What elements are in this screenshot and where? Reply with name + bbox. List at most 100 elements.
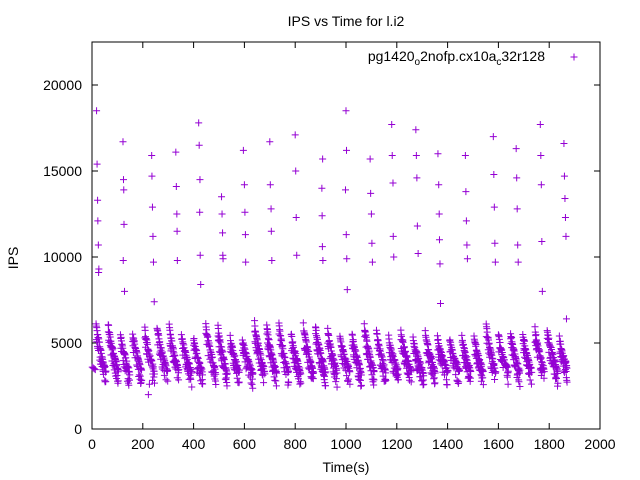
data-point (413, 174, 421, 182)
data-point (388, 152, 396, 160)
x-tick-label: 2000 (584, 436, 615, 452)
data-point (318, 212, 326, 220)
data-point (195, 141, 203, 149)
data-point (560, 368, 568, 376)
data-point (318, 243, 326, 251)
data-point (436, 299, 444, 307)
data-point (319, 155, 327, 163)
data-point (368, 239, 376, 247)
data-point (403, 369, 411, 377)
data-point (346, 380, 354, 388)
data-point (560, 139, 568, 147)
data-point (352, 347, 360, 355)
data-point (360, 320, 368, 328)
data-point (343, 286, 351, 294)
legend-entry-label: pg1420o2nofp.cx10ac32r128 (368, 48, 545, 68)
data-point (343, 255, 351, 263)
legend: pg1420o2nofp.cx10ac32r128 (368, 48, 578, 68)
data-point (553, 374, 561, 382)
data-point (321, 372, 329, 380)
data-point (249, 384, 257, 392)
data-point (527, 380, 535, 388)
data-point (333, 369, 341, 377)
x-tick-label: 1200 (381, 436, 412, 452)
x-tick-label: 600 (233, 436, 257, 452)
data-point (187, 375, 195, 383)
data-point (102, 367, 110, 375)
data-point (299, 319, 307, 327)
y-tick-label: 15000 (43, 163, 82, 179)
data-point (431, 379, 439, 387)
data-point (120, 220, 128, 228)
data-point (119, 256, 127, 264)
data-point (357, 371, 365, 379)
data-point (199, 371, 207, 379)
data-point (491, 258, 499, 266)
y-tick-label: 5000 (51, 335, 82, 351)
data-point (462, 188, 470, 196)
data-point (504, 367, 512, 375)
data-point (291, 131, 299, 139)
data-point (367, 210, 375, 218)
data-point (285, 368, 293, 376)
data-point (382, 376, 390, 384)
data-point (195, 119, 203, 127)
data-point (138, 366, 146, 374)
data-point (223, 382, 231, 390)
data-point (367, 189, 375, 197)
data-point (292, 167, 300, 175)
data-point (407, 378, 415, 386)
data-point (342, 107, 350, 115)
data-point (148, 172, 156, 180)
data-point (342, 231, 350, 239)
data-point (492, 368, 500, 376)
data-point (149, 232, 157, 240)
data-point (435, 236, 443, 244)
data-point (348, 331, 356, 339)
data-point (288, 332, 296, 340)
data-point (462, 217, 470, 225)
data-point (382, 369, 390, 377)
data-point (272, 382, 280, 390)
data-point (241, 231, 249, 239)
data-point (218, 193, 226, 201)
x-tick-label: 1600 (483, 436, 514, 452)
data-point (162, 376, 170, 384)
data-point (270, 373, 278, 381)
data-points (88, 107, 571, 399)
data-point (144, 391, 152, 399)
data-point (472, 340, 480, 348)
data-point (467, 367, 475, 375)
data-point (172, 182, 180, 190)
data-point (325, 331, 333, 339)
data-point (173, 256, 181, 264)
data-point (514, 241, 522, 249)
data-point (431, 369, 439, 377)
x-axis-ticks: 0 200 400 600 800 1000 1200 1400 1600 1800 2000 (88, 42, 616, 452)
data-point (278, 337, 286, 345)
legend-marker-symbol (570, 53, 578, 61)
data-point (435, 181, 443, 189)
data-point (456, 367, 464, 375)
data-point (343, 146, 351, 154)
data-point (562, 315, 570, 323)
data-point (309, 375, 317, 383)
data-point (345, 375, 353, 383)
data-point (175, 376, 183, 384)
y-axis-ticks: 0 5000 10000 15000 20000 (43, 77, 600, 437)
data-point (120, 186, 128, 194)
y-tick-label: 20000 (43, 77, 82, 93)
data-point (196, 208, 204, 216)
data-point (240, 181, 248, 189)
y-tick-label: 10000 (43, 249, 82, 265)
data-point (430, 374, 438, 382)
data-point (196, 176, 204, 184)
data-point (458, 331, 466, 339)
y-axis-label: IPS (5, 247, 21, 270)
data-point (333, 383, 341, 391)
data-point (172, 148, 180, 156)
data-point (273, 369, 281, 377)
data-point (95, 268, 103, 276)
data-point (357, 382, 365, 390)
